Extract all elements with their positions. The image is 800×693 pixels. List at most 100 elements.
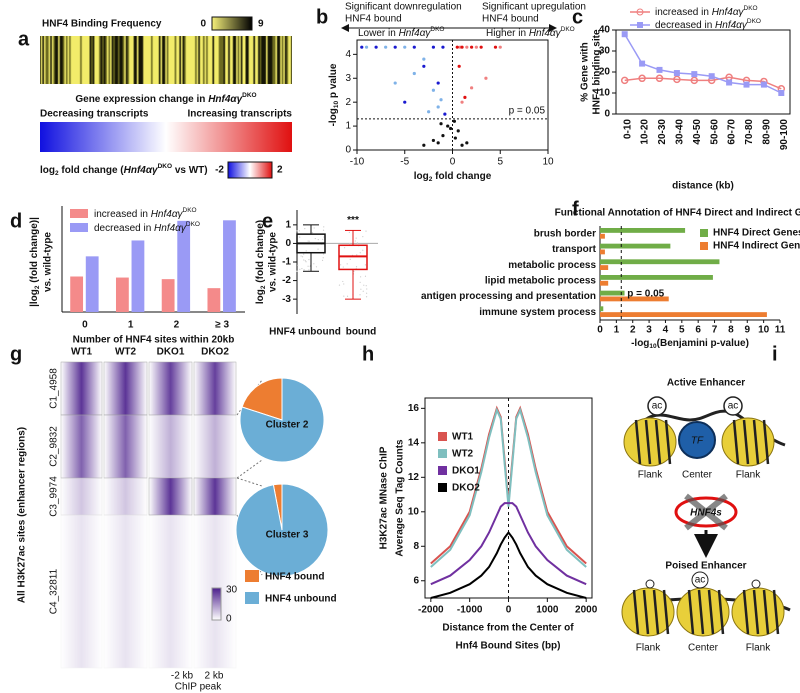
bar: [600, 290, 625, 296]
jitter-dot: [315, 266, 318, 268]
legend-swatch: [70, 209, 88, 218]
heatmap-cell: [148, 414, 193, 479]
point: [463, 95, 467, 99]
heatmap-cell: [60, 361, 103, 416]
x-tick-label: -1000: [457, 605, 483, 616]
text-part: 2: [55, 170, 59, 177]
legend-label: increased in Hnf4αγDKO: [94, 207, 197, 219]
point: [453, 136, 457, 140]
dna-wrap: [697, 589, 705, 635]
legend-swatch: [245, 570, 259, 582]
jitter-dot: [359, 252, 361, 254]
bar: [600, 296, 669, 302]
jitter-dot: [304, 228, 306, 230]
heatmap-cell: [193, 477, 237, 516]
y-tick-label: -2: [282, 275, 291, 286]
legend-marker: [636, 8, 644, 16]
heatmap-cell: [60, 514, 103, 669]
text-part: fold change: [432, 171, 491, 182]
text-part: DKO: [561, 26, 575, 33]
jitter-dot: [317, 248, 319, 250]
text-part: DKO: [158, 163, 172, 170]
x-tick-label: 0: [450, 157, 456, 168]
x-axis-label: Hnf4 Bound Sites (bp): [456, 641, 561, 652]
jitter-dot: [355, 237, 357, 239]
jitter-dot: [308, 269, 310, 271]
diagram-title: Poised Enhancer: [665, 561, 746, 572]
jitter-dot: [296, 230, 298, 232]
threshold-label: p = 0.05: [509, 106, 546, 117]
jitter-dot: [338, 284, 341, 286]
colorbar-tick: 9: [258, 19, 264, 30]
y-tick-label: brush border: [534, 228, 596, 239]
bar: [207, 288, 221, 312]
jitter-dot: [363, 284, 365, 286]
jitter-dot: [299, 268, 301, 270]
x-tick-label: 7: [712, 325, 718, 336]
point: [393, 81, 397, 85]
point: [393, 45, 397, 49]
marker: [655, 74, 664, 83]
point: [384, 45, 388, 49]
text-part: decreased in: [655, 20, 715, 31]
series-line: [430, 407, 587, 568]
top-label: HNF4 bound: [345, 14, 402, 25]
dna-wrap: [762, 419, 770, 465]
point: [422, 143, 426, 147]
point: [474, 45, 478, 49]
colorbar-tick: 2: [277, 165, 283, 176]
text-part: -log: [631, 338, 649, 349]
marker: [708, 73, 715, 80]
region-label: Center: [682, 470, 713, 481]
top-label: Significant upregulation: [482, 2, 586, 13]
jitter-dot: [343, 247, 346, 249]
point: [431, 138, 435, 143]
text-part: Hnf4αγ: [399, 28, 432, 39]
heatmap-cell: [148, 477, 193, 516]
bar: [600, 243, 671, 249]
y-tick-label: transport: [552, 244, 597, 255]
x-tick-label: 1: [128, 320, 134, 331]
text-part: DKO: [744, 5, 758, 12]
point: [456, 129, 460, 133]
left-label: Decreasing transcripts: [40, 109, 149, 120]
marker: [673, 75, 681, 84]
legend-swatch: [700, 242, 708, 250]
x-tick-label: 2000: [575, 605, 598, 616]
y-tick-label: -3: [282, 294, 291, 305]
y-tick-label: 30: [599, 46, 611, 57]
jitter-dot: [323, 236, 325, 238]
bar: [70, 276, 84, 312]
legend-label: decreased in Hnf4αγDKO: [94, 221, 200, 233]
x-tick-label: 8: [728, 325, 734, 336]
colorbar: [211, 587, 222, 621]
row-label: C3_9974: [49, 476, 60, 517]
y-tick-label: 20: [599, 67, 611, 78]
jitter-dot: [359, 276, 362, 278]
point: [439, 122, 443, 126]
point: [460, 100, 464, 104]
point: [439, 98, 443, 102]
point: [498, 45, 502, 49]
y-tick-label: 1: [345, 121, 351, 132]
point: [431, 88, 435, 92]
column-label: DKO1: [157, 347, 185, 358]
heatmap-cell: [148, 514, 193, 669]
jitter-dot: [353, 270, 355, 273]
jitter-dot: [304, 260, 306, 262]
y-tick-label: 12: [408, 472, 420, 483]
jitter-dot: [298, 230, 301, 232]
jitter-dot: [307, 240, 309, 242]
x-tick-label: 60-70: [727, 119, 738, 145]
point: [479, 45, 483, 49]
dna-wrap: [772, 589, 780, 635]
x-axis-label: Number of HNF4 sites within 20kb: [73, 335, 235, 346]
column-label: WT2: [115, 347, 137, 358]
legend-label: DKO1: [452, 466, 480, 477]
jitter-dot: [359, 294, 361, 296]
heatmap-cell: [103, 514, 148, 669]
heatmap-title: HNF4 Binding Frequency: [42, 19, 162, 30]
x-tick-label: -2000: [418, 605, 444, 616]
jitter-dot: [322, 229, 325, 231]
point: [465, 45, 469, 49]
